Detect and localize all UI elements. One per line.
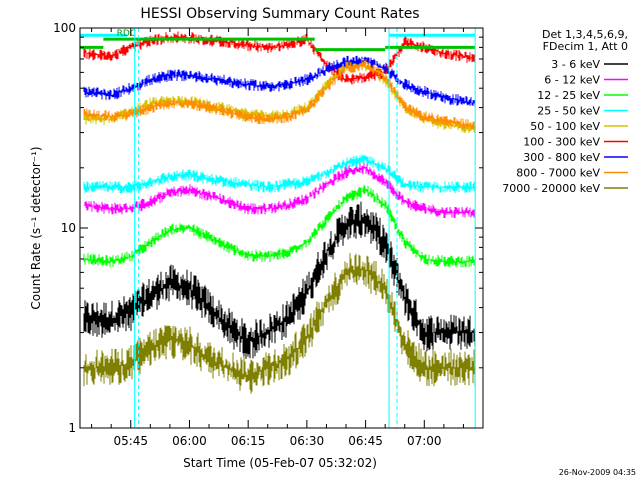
legend: Det 1,3,4,5,6,9,FDecim 1, Att 0 3 - 6 keV…	[502, 28, 628, 195]
x-tick-label-2: 06:00	[172, 434, 207, 448]
axes: 05:45 06:00 06:15 06:30 06:45 07:00 1 10 100	[53, 21, 483, 448]
legend-label-1: 3 - 6 keV	[551, 58, 600, 71]
y-tick-label-1: 1	[68, 421, 76, 435]
rdc-label: RDC	[117, 29, 136, 39]
legend-label-9: 7000 - 20000 keV	[502, 182, 600, 195]
series-trace-8	[83, 59, 476, 132]
series-trace-2	[83, 163, 476, 219]
chart-title: HESSI Observing Summary Count Rates	[140, 6, 419, 22]
series-trace-3	[83, 184, 476, 268]
legend-label-2: 6 - 12 keV	[544, 74, 600, 87]
y-tick-label-3: 100	[53, 21, 76, 35]
legend-label-5: 50 - 100 keV	[530, 120, 600, 133]
x-tick-label-1: 05:45	[113, 434, 148, 448]
legend-label-3: 12 - 25 keV	[537, 89, 600, 102]
x-tick-label-6: 07:00	[407, 434, 442, 448]
legend-header-2: FDecim 1, Att 0	[543, 40, 628, 53]
series-trace-1	[83, 201, 476, 359]
y-tick-label-2: 10	[61, 221, 76, 235]
legend-label-8: 800 - 7000 keV	[516, 167, 600, 180]
legend-label-6: 100 - 300 keV	[523, 136, 600, 149]
x-axis-label: Start Time (05-Feb-07 05:32:02)	[183, 456, 377, 470]
x-tick-label-4: 06:30	[290, 434, 325, 448]
series-trace-4	[83, 154, 476, 194]
legend-label-7: 300 - 800 keV	[523, 151, 600, 164]
plot-area: RDC	[79, 28, 476, 428]
y-axis-label: Count Rate (s⁻¹ detector⁻¹)	[29, 146, 43, 309]
legend-header-1: Det 1,3,4,5,6,9,	[542, 28, 628, 41]
series-trace-9	[83, 253, 476, 394]
series-trace-7	[83, 55, 476, 107]
generation-timestamp: 26-Nov-2009 04:35	[559, 468, 636, 477]
x-tick-label-3: 06:15	[231, 434, 266, 448]
x-tick-label-5: 06:45	[348, 434, 383, 448]
legend-label-4: 25 - 50 keV	[537, 105, 600, 118]
